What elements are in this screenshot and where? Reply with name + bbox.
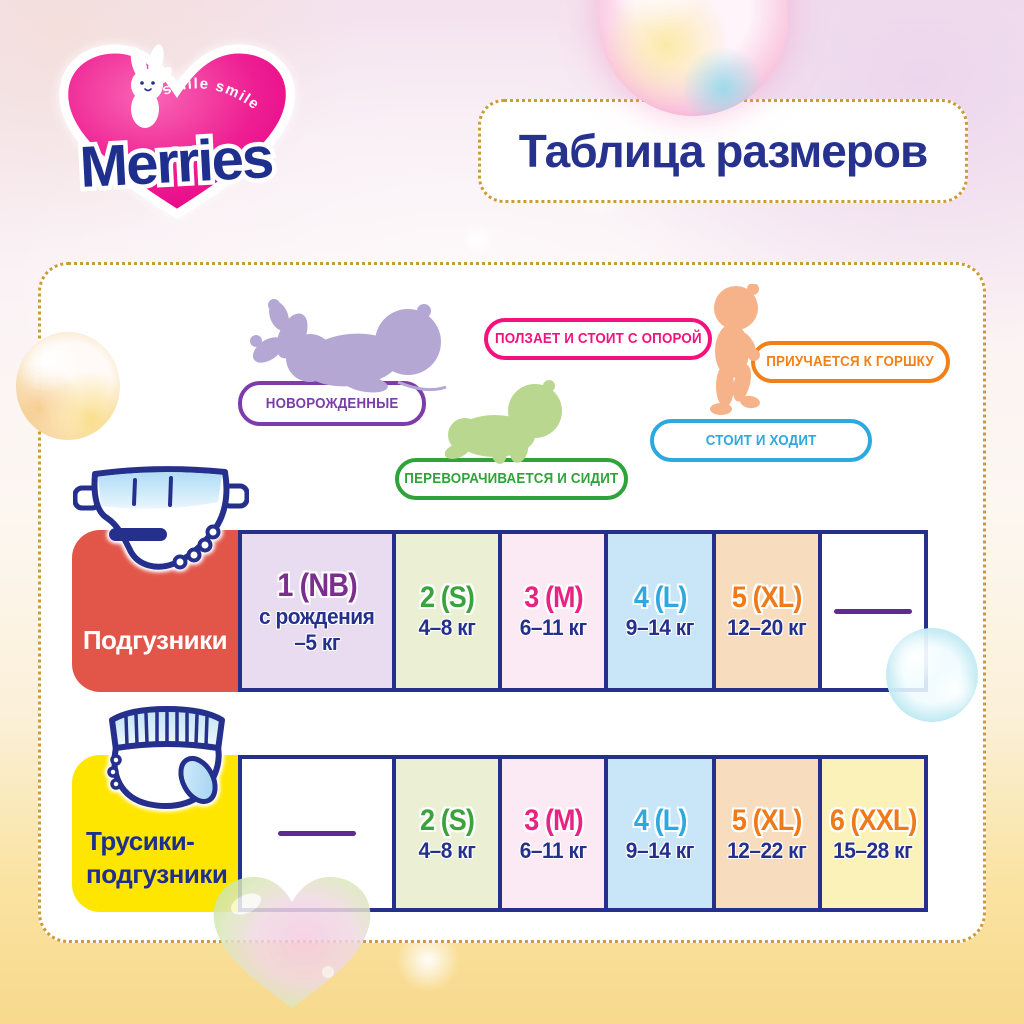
stage-label: ПОЛЗАЕТ И СТОИТ С ОПОРОЙ: [494, 331, 702, 347]
newborn-baby-silhouette: [250, 299, 447, 393]
heart-shape: [59, 44, 295, 220]
size-label: 4 (L): [633, 803, 687, 837]
stage-label: ПРИУЧАЕТСЯ К ГОРШКУ: [766, 354, 935, 370]
bubble-decoration-left: [16, 332, 120, 440]
stage-label: НОВОРОЖДЕННЫЕ: [265, 395, 399, 412]
pants-cell-2: 3 (M) 6–11 кг: [498, 759, 604, 908]
page-title: Таблица размеров: [478, 99, 968, 203]
sparkle-glow: [460, 222, 496, 258]
size-label: 5 (XL): [732, 803, 803, 837]
pants-cell-5: 6 (XXL) 15–28 кг: [818, 759, 924, 908]
diapers-size-row: 1 (NB) с рождения –5 кг 2 (S) 4–8 кг 3 (M) 6–1…: [238, 530, 928, 692]
weight-range: 12–20 кг: [727, 615, 807, 641]
weight-range: 9–14 кг: [625, 837, 695, 863]
diapers-cell-5: [818, 534, 924, 688]
weight-range: 4–8 кг: [418, 837, 476, 863]
weight-range: 9–14 кг: [625, 615, 695, 641]
pants-cell-1: 2 (S) 4–8 кг: [392, 759, 498, 908]
pants-row-label-line2: подгузники: [86, 858, 228, 889]
crawling-baby-silhouette: [445, 380, 562, 464]
heart-bubble-decoration: [213, 877, 371, 1008]
diapers-cell-1: 2 (S) 4–8 кг: [392, 534, 498, 688]
size-label: 1 (NB): [277, 566, 357, 603]
stage-pill-rolls-and-sits: ПЕРЕВОРАЧИВАЕТСЯ И СИДИТ: [395, 458, 628, 500]
pants-diaper-icon: [107, 706, 225, 809]
size-label: 3 (M): [523, 581, 583, 615]
merries-logo: smile smile Merries: [50, 34, 304, 226]
stage-pill-stands-and-walks: СТОИТ И ХОДИТ: [650, 419, 872, 462]
stage-pill-crawls-stands-with-support: ПОЛЗАЕТ И СТОИТ С ОПОРОЙ: [484, 318, 712, 360]
size-label: 2 (S): [419, 581, 475, 615]
diapers-cell-0: 1 (NB) с рождения –5 кг: [242, 534, 392, 688]
bubble-decoration-blue: [886, 628, 978, 722]
size-label: 4 (L): [633, 581, 687, 615]
pants-row-label-line1: Трусики-: [86, 826, 195, 856]
weight-range: 6–11 кг: [519, 837, 587, 863]
tape-diaper-icon: [73, 466, 249, 570]
stage-pill-potty-training: ПРИУЧАЕТСЯ К ГОРШКУ: [751, 341, 950, 383]
logo-wordmark: Merries: [78, 125, 273, 200]
weight-range: –5 кг: [294, 629, 340, 655]
stage-label: СТОИТ И ХОДИТ: [705, 432, 817, 449]
diapers-cell-2: 3 (M) 6–11 кг: [498, 534, 604, 688]
bunny-mascot: [130, 44, 172, 128]
walking-baby-silhouette: [710, 284, 760, 415]
weight-range: 6–11 кг: [519, 615, 587, 641]
page-title-text: Таблица размеров: [518, 125, 929, 177]
size-label: 6 (XXL): [829, 803, 918, 837]
pants-cell-3: 4 (L) 9–14 кг: [604, 759, 712, 908]
pants-cell-4: 5 (XL) 12–22 кг: [712, 759, 818, 908]
no-size-dash: [834, 608, 912, 614]
size-label: 5 (XL): [732, 581, 803, 615]
weight-range: 15–28 кг: [833, 837, 913, 863]
size-label: 3 (M): [523, 803, 583, 837]
weight-range: 4–8 кг: [418, 615, 476, 641]
weight-range: 12–22 кг: [727, 837, 807, 863]
no-size-dash: [278, 831, 356, 836]
size-label: 2 (S): [419, 803, 475, 837]
diapers-row-label: Подгузники: [82, 625, 228, 655]
stage-label: ПЕРЕВОРАЧИВАЕТСЯ И СИДИТ: [404, 471, 619, 487]
weight-range: с рождения: [259, 603, 375, 629]
diapers-cell-4: 5 (XL) 12–20 кг: [712, 534, 818, 688]
diapers-cell-3: 4 (L) 9–14 кг: [604, 534, 712, 688]
